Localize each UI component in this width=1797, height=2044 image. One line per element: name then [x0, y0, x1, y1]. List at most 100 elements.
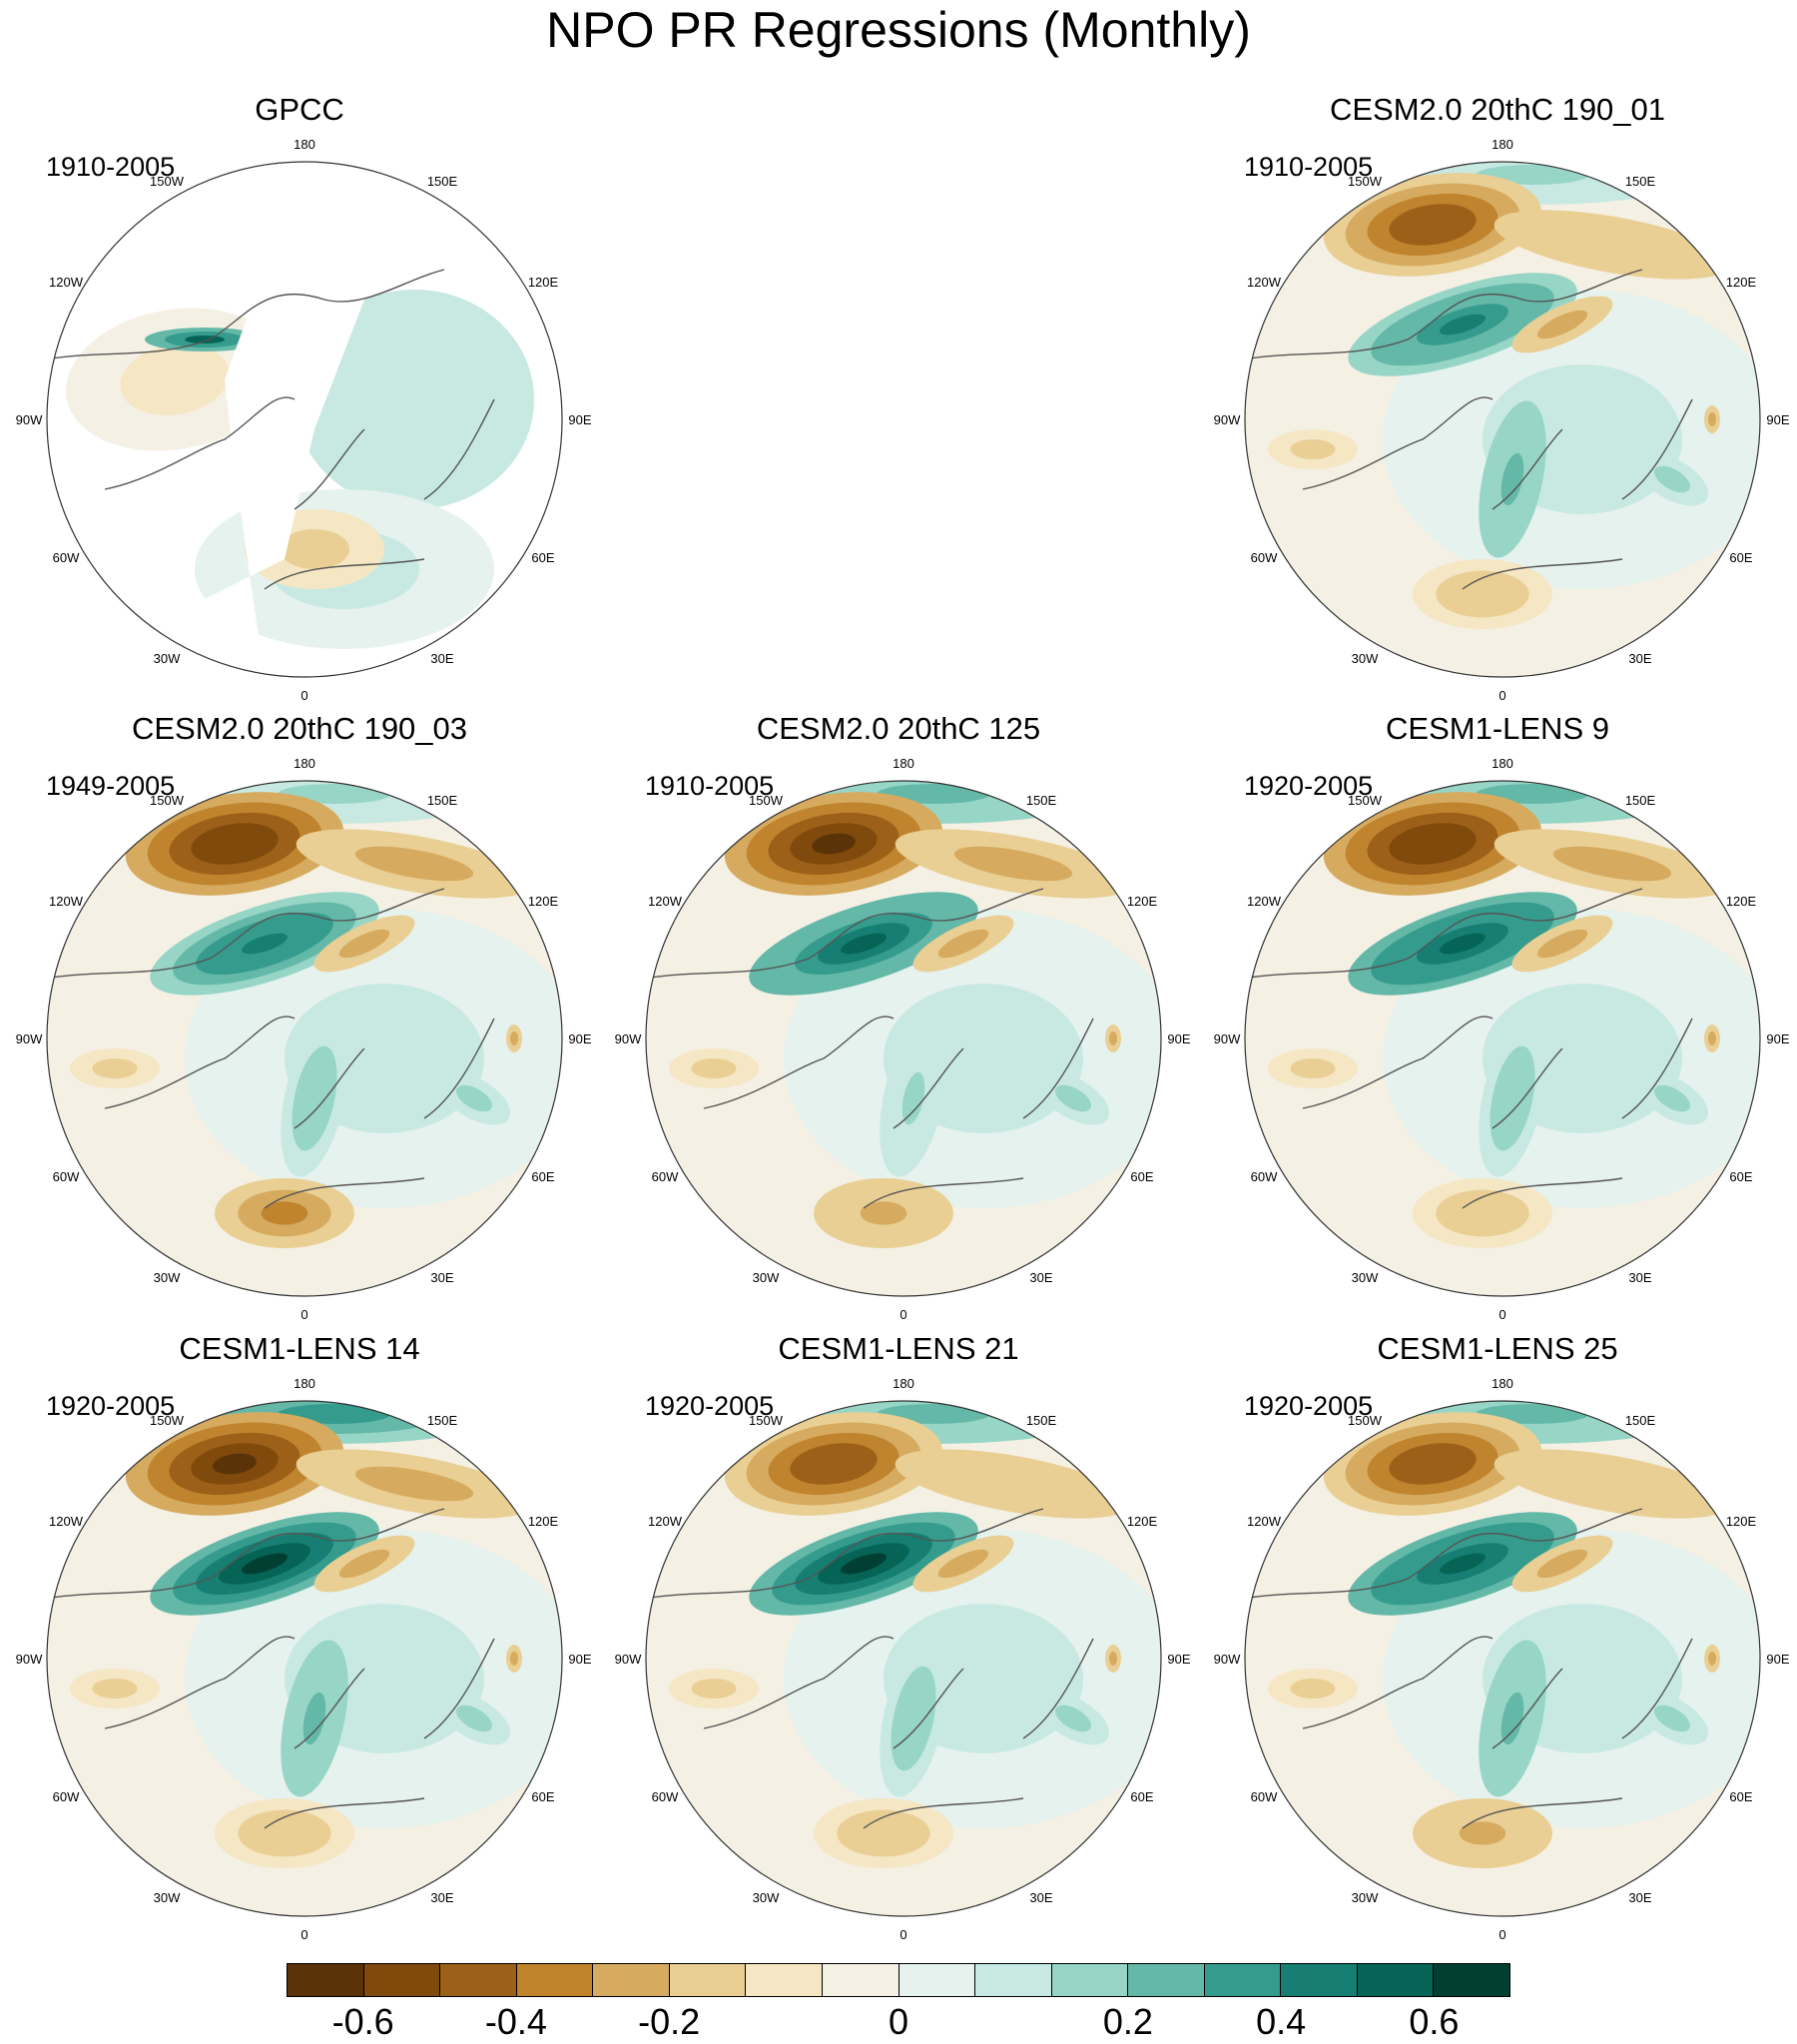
longitude-label: 150W: [150, 1413, 185, 1428]
anomaly-contour: [302, 1071, 326, 1125]
no-data-ocean: [47, 270, 364, 677]
anomaly-contour: [120, 343, 230, 415]
longitude-label: 90E: [1167, 1652, 1190, 1667]
coastline: [646, 888, 1094, 1209]
longitude-label: 0: [300, 688, 307, 703]
longitude-label: 30W: [154, 1270, 181, 1285]
anomaly-contour: [841, 933, 887, 955]
longitude-label: 120E: [1127, 1514, 1158, 1529]
longitude-label: 150W: [1348, 174, 1383, 189]
anomaly-contour: [1440, 1553, 1486, 1575]
anomaly-contour: [1653, 1084, 1691, 1112]
longitude-label: 120E: [1726, 1514, 1757, 1529]
longitude-label: 60W: [1251, 1789, 1278, 1804]
anomaly-contour: [812, 833, 856, 855]
longitude-label: 90E: [568, 1652, 591, 1667]
polar-map: 180 150E 120E 90E 60E 30E 0 30W 60W 90W 120W 150W: [1214, 137, 1790, 703]
panel-title: GPCC: [255, 92, 344, 127]
anomaly-contour: [242, 933, 288, 955]
longitude-label: 150E: [1625, 174, 1656, 189]
longitude-label: 90E: [568, 412, 591, 427]
longitude-label: 90E: [568, 1031, 591, 1046]
map-field: [1245, 781, 1760, 1296]
colorbar-swatch: [898, 1964, 976, 1996]
longitude-label: 0: [1498, 1927, 1505, 1942]
colorbar-swatch: [669, 1964, 747, 1996]
colorbar-swatch: [440, 1964, 517, 1996]
anomaly-contour: [185, 336, 225, 343]
anomaly-contour: [1653, 1704, 1691, 1732]
anomaly-contour: [1536, 310, 1588, 340]
longitude-label: 90E: [1167, 1031, 1190, 1046]
anomaly-contour: [1708, 412, 1716, 426]
longitude-label: 150W: [749, 793, 784, 808]
colorbar-tick-label: 0.4: [1256, 2001, 1307, 2042]
anomaly-contour: [354, 1466, 474, 1502]
panel-period: 1920-2005: [1244, 771, 1374, 801]
map-panel-gpcc: GPCC 1910-2005 180 150E 120E 90E 60E 30E 0 30W 60W…: [0, 92, 599, 711]
longitude-label: 0: [899, 1927, 906, 1942]
anomaly-contour: [354, 846, 474, 882]
anomaly-contour: [860, 1821, 907, 1845]
longitude-label: 150E: [1625, 1413, 1656, 1428]
longitude-label: 30E: [1029, 1890, 1052, 1905]
anomaly-contour: [901, 1071, 925, 1125]
colorbar-swatch: [1281, 1964, 1358, 1996]
panel-title: CESM1-LENS 14: [179, 1331, 420, 1366]
map-boundary: [645, 780, 1162, 1297]
map-field: [1245, 162, 1760, 677]
map-boundary: [46, 161, 563, 678]
map-boundary: [1244, 161, 1761, 678]
coastline: [47, 888, 495, 1209]
polar-map: 180 150E 120E 90E 60E 30E 0 30W 60W 90W 120W 150W: [615, 756, 1191, 1322]
longitude-label: 150E: [427, 1413, 458, 1428]
longitude-label: 30W: [753, 1890, 780, 1905]
longitude-label: 180: [1492, 1376, 1513, 1391]
longitude-label: 30E: [1628, 651, 1651, 666]
anomaly-contour: [261, 1201, 308, 1225]
longitude-label: 0: [899, 1307, 906, 1322]
polar-map: 180 150E 120E 90E 60E 30E 0 30W 60W 90W 120W 150W: [615, 1376, 1191, 1942]
colorbar-swatch: [1051, 1964, 1129, 1996]
anomaly-contour: [1536, 1549, 1588, 1579]
longitude-label: 90E: [1766, 1652, 1789, 1667]
panel-period: 1920-2005: [1244, 1391, 1374, 1421]
colorbar-tick-label: -0.4: [484, 2001, 547, 2042]
panel-title: CESM2.0 20thC 190_03: [131, 711, 468, 746]
page-title: NPO PR Regressions (Monthly): [546, 2, 1251, 58]
longitude-label: 30W: [1352, 1890, 1379, 1905]
longitude-label: 180: [294, 137, 315, 152]
anomaly-contour: [937, 929, 989, 959]
longitude-label: 150W: [1348, 793, 1383, 808]
longitude-label: 60E: [1130, 1789, 1153, 1804]
longitude-label: 180: [294, 756, 315, 771]
longitude-label: 30W: [154, 651, 181, 666]
map-panel-cesm2-190-03: CESM2.0 20thC 190_03 1949-2005 180 150E 120E…: [0, 711, 599, 1330]
anomaly-contour: [1440, 933, 1486, 955]
longitude-label: 180: [294, 1376, 315, 1391]
longitude-label: 180: [893, 756, 914, 771]
anomaly-contour: [860, 1201, 907, 1225]
longitude-label: 120W: [1247, 894, 1282, 909]
map-panel-lens-21: CESM1-LENS 21 1920-2005 180 150E 120E 90E 60E 3…: [599, 1331, 1198, 1950]
anomaly-contour: [1459, 1821, 1506, 1845]
longitude-label: 120W: [49, 894, 84, 909]
longitude-label: 150W: [749, 1413, 784, 1428]
map-panel-cesm2-190-01: CESM2.0 20thC 190_01 1910-2005 180 150E 120E…: [1198, 92, 1797, 711]
longitude-label: 120W: [49, 1514, 84, 1529]
longitude-label: 180: [1492, 137, 1513, 152]
longitude-label: 120W: [1247, 275, 1282, 290]
anomaly-contour: [213, 833, 257, 855]
colorbar-tick-label: -0.6: [331, 2001, 394, 2042]
longitude-label: 120E: [1127, 894, 1158, 909]
anomaly-contour: [1411, 1453, 1455, 1475]
longitude-label: 120W: [648, 1514, 683, 1529]
colorbar-swatch: [593, 1964, 670, 1996]
longitude-label: 150W: [150, 174, 185, 189]
anomaly-contour: [953, 1466, 1073, 1502]
panel-period: 1949-2005: [46, 771, 176, 801]
coastline: [47, 1508, 495, 1829]
map-boundary: [46, 780, 563, 1297]
coastline: [646, 1508, 1094, 1829]
polar-map: 180 150E 120E 90E 60E 30E 0 30W 60W 90W 120W 150W: [16, 756, 592, 1322]
